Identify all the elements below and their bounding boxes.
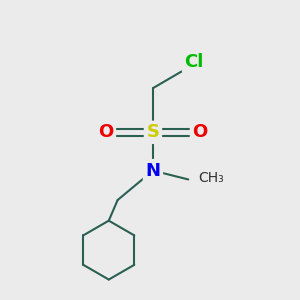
Text: S: S <box>146 123 159 141</box>
Text: N: N <box>146 162 160 180</box>
Text: Cl: Cl <box>184 53 204 71</box>
Text: O: O <box>98 123 113 141</box>
Text: CH₃: CH₃ <box>199 171 224 185</box>
Text: O: O <box>192 123 208 141</box>
